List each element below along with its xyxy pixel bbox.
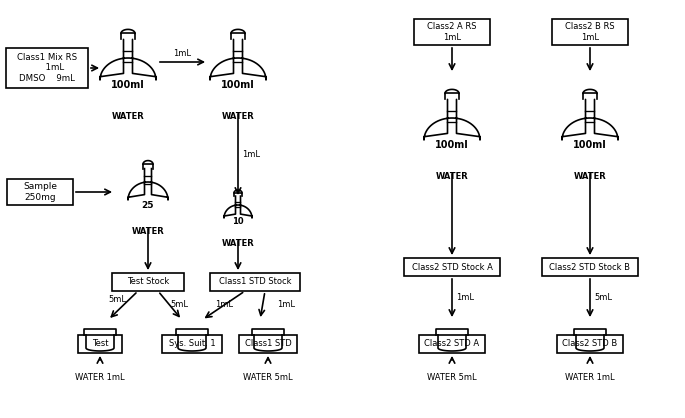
Text: 100ml: 100ml: [111, 81, 145, 91]
Text: Class2 STD A: Class2 STD A: [425, 339, 479, 349]
Text: Test: Test: [92, 339, 108, 349]
Text: 1mL: 1mL: [242, 150, 260, 159]
FancyBboxPatch shape: [414, 19, 490, 45]
Text: WATER: WATER: [222, 239, 254, 248]
FancyBboxPatch shape: [210, 273, 300, 291]
FancyBboxPatch shape: [7, 179, 73, 205]
Text: 5mL: 5mL: [108, 295, 126, 303]
FancyBboxPatch shape: [239, 335, 297, 353]
FancyBboxPatch shape: [404, 258, 500, 276]
FancyBboxPatch shape: [6, 48, 88, 88]
Text: WATER 5mL: WATER 5mL: [243, 373, 292, 382]
Text: Test Stock: Test Stock: [127, 278, 169, 286]
Text: 100ml: 100ml: [435, 140, 469, 150]
FancyBboxPatch shape: [552, 19, 628, 45]
Text: 10: 10: [232, 217, 244, 227]
FancyBboxPatch shape: [78, 335, 122, 353]
FancyBboxPatch shape: [419, 335, 485, 353]
Text: Class2 STD B: Class2 STD B: [562, 339, 618, 349]
Text: 1mL: 1mL: [456, 293, 474, 303]
Text: WATER 5mL: WATER 5mL: [427, 373, 477, 382]
Text: Sys. Suit. 1: Sys. Suit. 1: [169, 339, 215, 349]
Text: 1mL: 1mL: [215, 300, 233, 309]
Text: 1mL: 1mL: [277, 300, 295, 309]
Text: Class2 STD Stock A: Class2 STD Stock A: [412, 263, 493, 272]
Text: WATER: WATER: [222, 112, 254, 121]
Text: Class1 STD: Class1 STD: [245, 339, 291, 349]
FancyBboxPatch shape: [112, 273, 184, 291]
Text: WATER: WATER: [436, 172, 469, 181]
FancyBboxPatch shape: [162, 335, 222, 353]
Text: Sample
250mg: Sample 250mg: [23, 182, 57, 202]
Text: Class1 Mix RS
      1mL
DMSO    9mL: Class1 Mix RS 1mL DMSO 9mL: [17, 53, 77, 83]
FancyBboxPatch shape: [542, 258, 638, 276]
FancyBboxPatch shape: [557, 335, 623, 353]
Text: 25: 25: [142, 201, 154, 210]
Text: Class2 STD Stock B: Class2 STD Stock B: [549, 263, 630, 272]
Text: WATER 1mL: WATER 1mL: [75, 373, 125, 382]
Text: 1mL: 1mL: [173, 49, 192, 58]
Text: 100ml: 100ml: [221, 81, 255, 91]
Text: 100ml: 100ml: [573, 140, 607, 150]
Text: Class2 B RS
1mL: Class2 B RS 1mL: [565, 22, 615, 42]
Text: Class1 STD Stock: Class1 STD Stock: [219, 278, 291, 286]
Text: WATER: WATER: [112, 112, 145, 121]
Text: WATER: WATER: [132, 227, 164, 236]
Text: 5mL: 5mL: [170, 300, 188, 309]
Text: WATER 1mL: WATER 1mL: [565, 373, 615, 382]
Text: WATER: WATER: [573, 172, 606, 181]
Text: 5mL: 5mL: [594, 293, 612, 303]
Text: Class2 A RS
1mL: Class2 A RS 1mL: [427, 22, 477, 42]
